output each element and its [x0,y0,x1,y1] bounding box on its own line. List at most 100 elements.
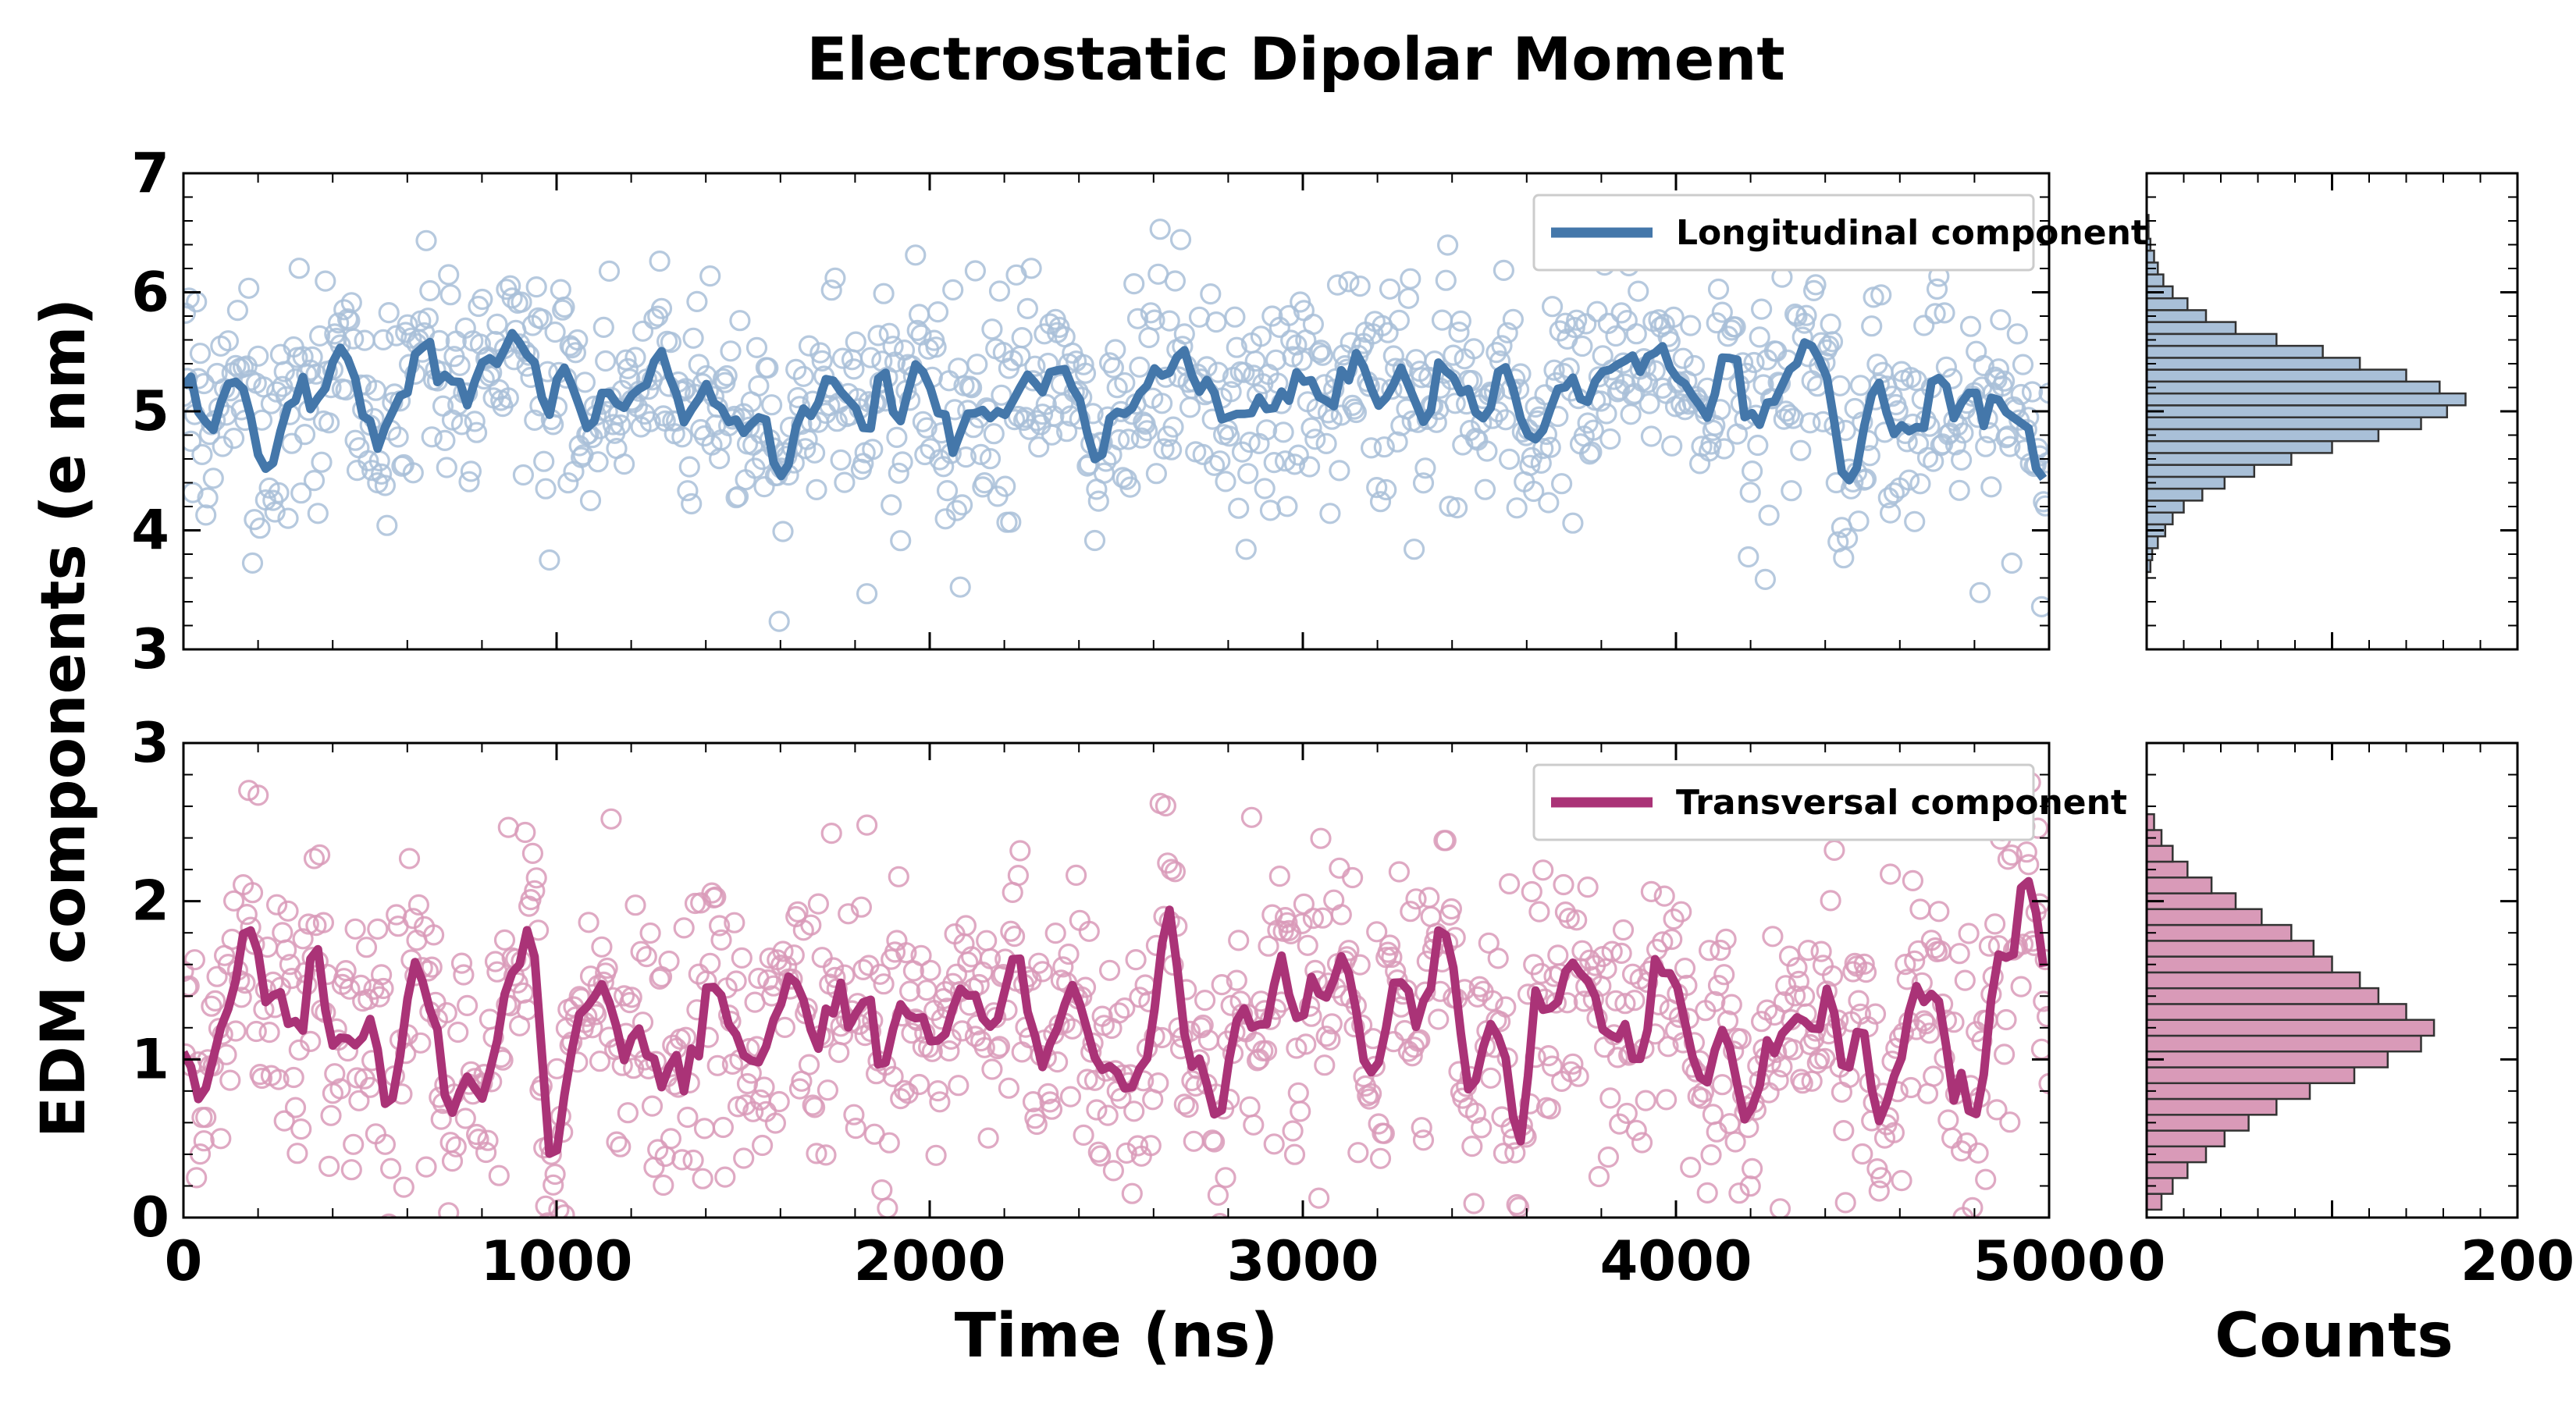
bottom-data-point [1848,990,1870,1012]
top-data-point [1754,568,1776,591]
hist-top-bar [2145,344,2324,359]
bottom-data-point [206,965,228,987]
top-data-point [1909,473,1931,495]
top-data-point [1291,350,1313,372]
bottom-data-point [1031,961,1054,983]
top-data-point [533,450,555,472]
top-data-point [458,471,480,492]
top-data-point [1625,323,1647,345]
bottom-data-point [955,915,977,937]
bottom-data-point [977,1127,999,1149]
bottom-data-point [1463,1193,1485,1214]
bottom-data-point [1258,935,1279,957]
top-data-point [397,314,418,336]
top-data-point [733,403,755,425]
top-data-point [1261,305,1283,327]
top-data-point [1388,309,1411,331]
hist-bottom-bar [2145,1082,2311,1100]
bottom-data-point [2018,854,2040,876]
top-data-point [949,576,971,598]
top-data-point [1952,422,1974,444]
bottom-data-point [585,1004,607,1026]
bottom-data-point [1058,943,1080,965]
bottom-data-point [1699,940,1720,962]
top-data-point [1400,268,1421,290]
hist-top-bar [2145,321,2237,336]
top-data-point [1035,393,1057,415]
bottom-data-point [422,924,445,946]
bottom-data-point [674,1026,697,1048]
top-data-point [845,331,866,353]
bottom-data-point [1330,904,1352,926]
top-data-point [988,280,1011,302]
top-data-point [760,394,783,416]
top-data-point [514,340,536,362]
top-data-point [1207,361,1229,383]
top-data-point [682,327,704,349]
top-data-point [249,517,271,539]
top-data-point [1959,315,1982,337]
bottom-data-point [1487,948,1509,969]
top-data-point [1672,347,1694,369]
bottom-data-point [1797,939,1819,962]
hist-bottom-bar [2145,876,2213,894]
top-data-point [1158,310,1180,332]
bottom-data-point [1381,946,1403,969]
bottom-data-point [1625,1119,1647,1141]
top-data-point [303,469,326,492]
bottom-data-point [1640,880,1662,903]
top-data-point [979,448,1002,470]
top-data-point [225,354,247,376]
bottom-data-point [456,994,479,1017]
bottom-data-point [757,969,779,991]
top-points [183,219,2049,632]
top-data-point [1578,443,1601,465]
top-data-point [699,265,721,287]
top-data-point [1448,322,1470,343]
top-data-point [772,521,794,542]
bottom-data-point [1975,1168,1997,1190]
top-data-point [277,507,299,529]
bottom-data-point [1674,957,1696,980]
top-data-point [557,472,579,494]
bottom-data-point [624,894,646,916]
hist-bottom-xtick-label: 0 [2128,1229,2166,1293]
bottom-data-point [1895,953,1916,976]
bottom-data-point [693,1118,716,1140]
bottom-data-point [1941,1238,1959,1257]
bottom-data-point [1909,898,1931,920]
top-data-point [927,301,949,323]
top-data-point [374,475,396,496]
top-data-point [1758,504,1780,526]
top-data-point [1073,354,1094,375]
bottom-data-point [1596,958,1617,980]
top-data-point [888,462,909,484]
top-series-line [183,329,2048,485]
bottom-data-point [1614,993,1636,1015]
bottom-data-point [1919,1022,1941,1044]
bottom-data-point [1314,1054,1336,1076]
top-data-point [678,456,700,478]
top-data-point [1209,450,1231,472]
top-data-point [856,583,878,605]
top-data-point [1155,366,1177,388]
bottom-data-point [1192,1014,1214,1036]
top-data-point [2001,552,2023,574]
top-data-point [1435,269,1457,291]
bottom-data-point [318,1155,340,1178]
bottom-data-point [788,1078,811,1100]
bottom-data-point [1400,901,1421,923]
top-data-point [1302,313,1325,336]
bottom-data-point [800,914,822,936]
top-data-point [197,487,219,509]
top-data-point [1638,393,1660,414]
top-data-point [1939,422,1961,444]
hist-bottom-bar [2145,1097,2278,1116]
hist-top-bar [2145,392,2467,407]
bottom-data-point [1514,1215,1527,1218]
bottom-data-point [731,947,753,969]
bottom-data-point [475,1141,497,1164]
bottom-data-point [272,922,294,944]
bottom-data-point [643,1157,665,1179]
bottom-data-point [1767,1069,1789,1091]
